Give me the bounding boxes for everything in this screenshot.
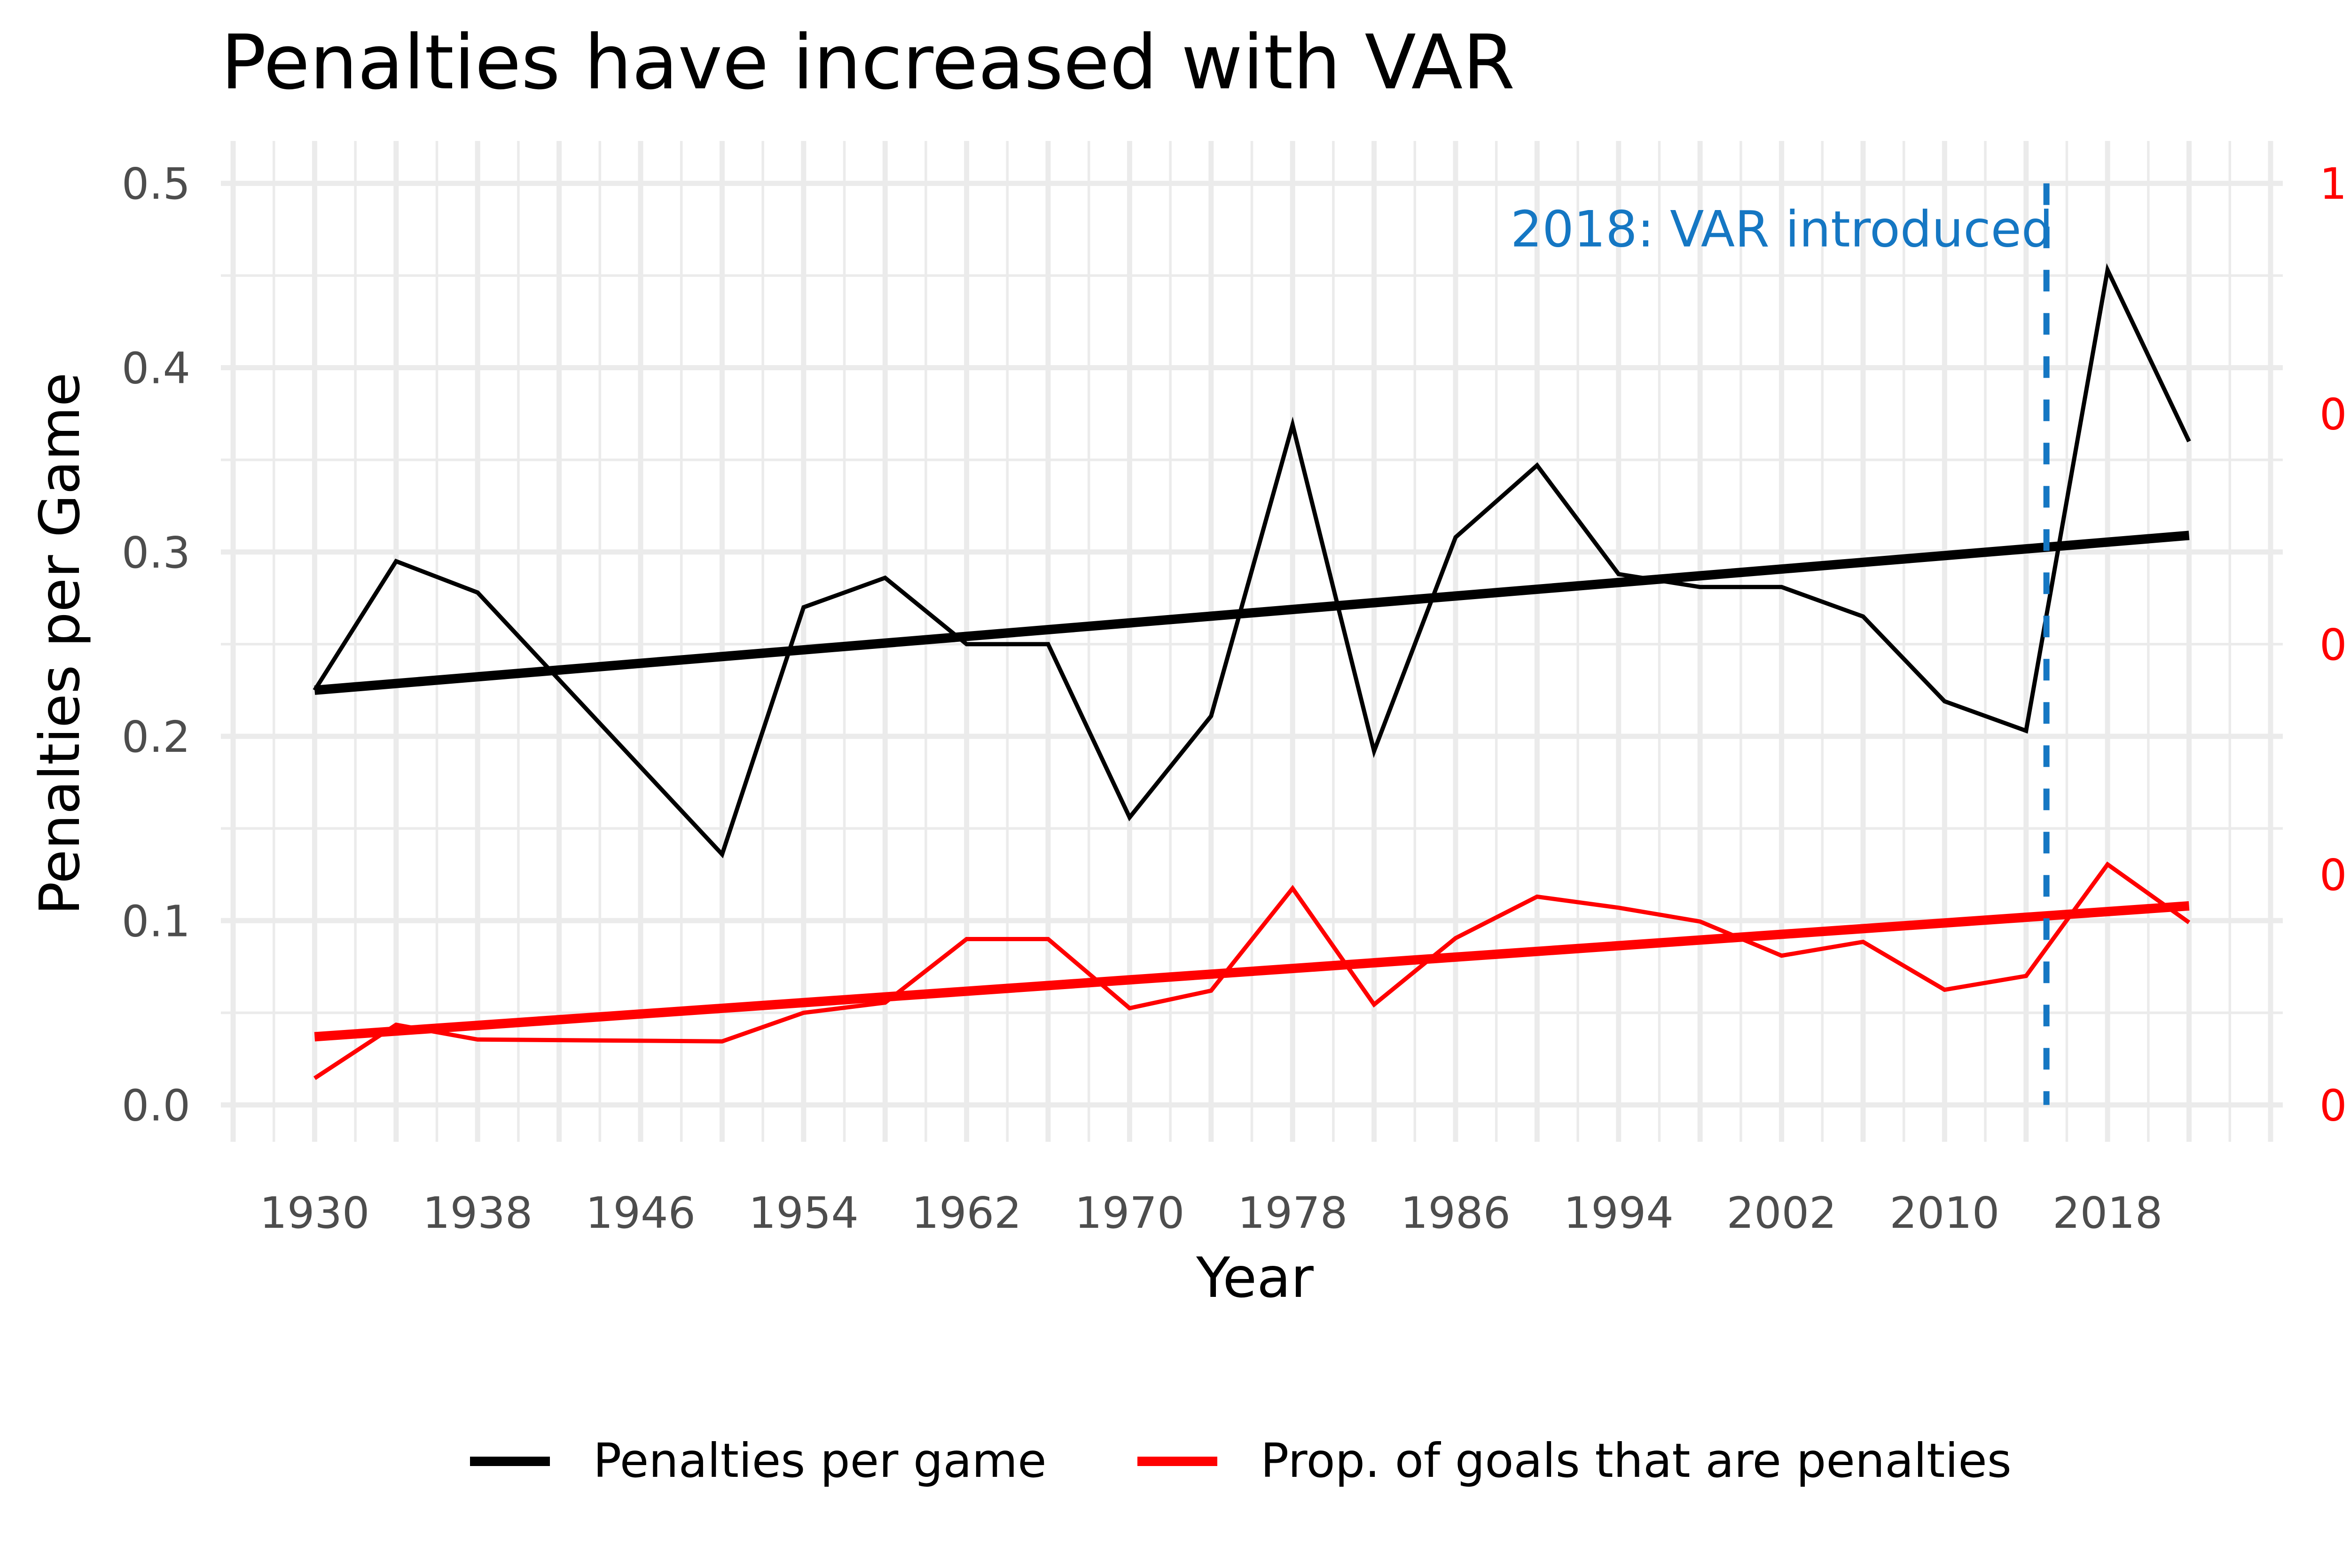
y-tick-label: 0.3	[122, 528, 190, 578]
y-axis-title: Penalties per Game	[27, 373, 92, 915]
x-tick-label: 1954	[749, 1188, 859, 1238]
y-tick-label: 0.4	[122, 343, 190, 393]
y-right-tick-label: 0.75	[2319, 390, 2350, 440]
series-line-proportion	[313, 861, 2191, 1080]
y-right-tick-label: 0.00	[2319, 1081, 2350, 1131]
x-axis-title: Year	[1196, 1245, 1314, 1310]
x-tick-label: 2010	[1889, 1188, 1999, 1238]
x-tick-label: 1994	[1564, 1188, 1674, 1238]
x-tick-label: 1930	[259, 1188, 369, 1238]
series-line-penalties	[313, 263, 2191, 858]
legend-label-proportion: Prop. of goals that are penalties	[1261, 1433, 2012, 1488]
trend-line-proportion	[314, 901, 2190, 1042]
plot-marks	[313, 183, 2191, 1105]
y-axis-ticks: 0.0 0.1 0.2 0.3 0.4 0.5	[122, 159, 190, 1131]
x-tick-label: 1970	[1074, 1188, 1184, 1238]
x-tick-label: 1986	[1401, 1188, 1511, 1238]
legend-label-penalties: Penalties per game	[593, 1433, 1047, 1488]
x-tick-label: 2002	[1727, 1188, 1837, 1238]
chart-title: Penalties have increased with VAR	[221, 18, 1515, 106]
y-tick-label: 0.5	[122, 159, 190, 209]
y-tick-label: 0.1	[122, 896, 190, 946]
var-annotation-label: 2018: VAR introduced	[1511, 200, 2053, 258]
y-tick-label: 0.0	[122, 1081, 190, 1131]
y-right-tick-label: 0.50	[2319, 620, 2350, 670]
y-right-tick-label: 1.00	[2319, 159, 2350, 209]
x-tick-label: 1938	[423, 1188, 533, 1238]
x-tick-label: 1946	[586, 1188, 696, 1238]
y-tick-label: 0.2	[122, 712, 190, 762]
y-right-tick-label: 0.25	[2319, 850, 2350, 900]
x-tick-label: 1962	[912, 1188, 1022, 1238]
legend: Penalties per game Prop. of goals that a…	[470, 1433, 2012, 1488]
trend-line-penalties	[314, 530, 2190, 695]
x-tick-label: 2018	[2052, 1188, 2162, 1238]
x-axis-ticks: 1930 1938 1946 1954 1962 1970 1978 1986 1994 2002…	[259, 1188, 2162, 1238]
x-tick-label: 1978	[1238, 1188, 1347, 1238]
y-axis-right-ticks: 0.00 0.25 0.50 0.75 1.00	[2319, 159, 2350, 1131]
